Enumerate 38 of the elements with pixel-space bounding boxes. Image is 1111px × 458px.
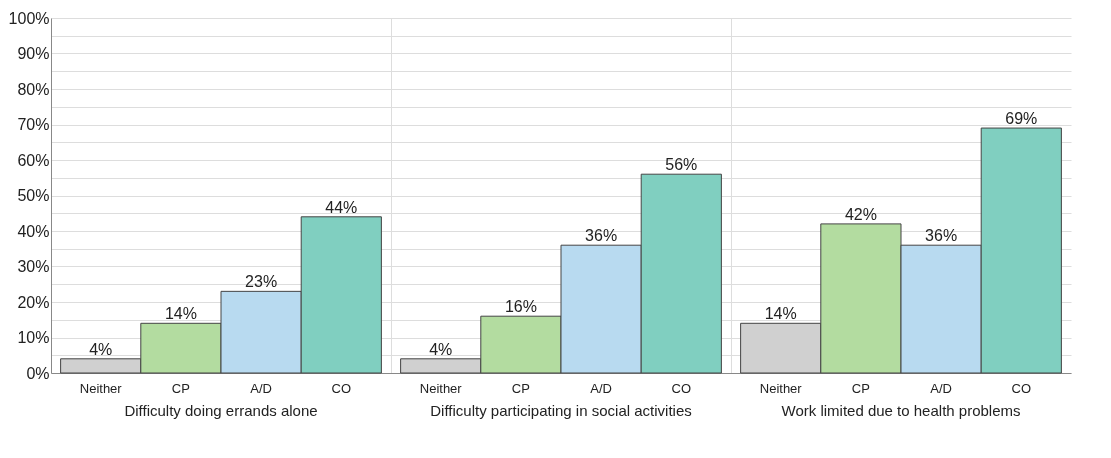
y-tick-label: 30% [17, 258, 50, 275]
text: Neither [419, 381, 462, 396]
y-tick-label: 70% [17, 116, 50, 133]
data-label: 36% [925, 227, 958, 245]
data-label: 14% [164, 305, 197, 323]
data-label: 14% [764, 305, 797, 323]
text: A/D [930, 381, 952, 396]
x-tick-label: Difficulty participating in social activities [430, 401, 692, 419]
series-label: CO [331, 381, 352, 396]
data-label: 36% [585, 227, 618, 245]
text: CO [671, 381, 692, 396]
x-tick-label: Difficulty doing errands alone [124, 401, 318, 419]
text: CO [1011, 381, 1032, 396]
series-label: Neither [79, 381, 123, 396]
x-tick-label: Work limited due to health problems [781, 401, 1021, 419]
y-tick-label: 0% [26, 364, 50, 382]
series-label: A/D [250, 381, 272, 396]
text: Neither [759, 381, 802, 396]
y-tick-label: 20% [17, 293, 50, 311]
data-label: 23% [245, 273, 278, 291]
data-label: 16% [504, 298, 537, 316]
y-tick-label: 90% [17, 45, 50, 62]
data-label: 44% [325, 198, 358, 216]
data-label: 42% [844, 205, 877, 223]
y-tick-label: 50% [17, 187, 50, 204]
series-label: CP [171, 381, 190, 396]
data-label: 4% [429, 340, 453, 358]
text: CP [851, 381, 870, 396]
data-label: 4% [89, 340, 113, 358]
y-tick-label: 100% [8, 9, 50, 27]
y-tick-label: 10% [17, 329, 50, 346]
data-label: 69% [1005, 110, 1038, 128]
text: CP [511, 381, 530, 396]
text: A/D [590, 381, 612, 396]
y-tick-label: 80% [17, 80, 50, 98]
data-label: 56% [665, 156, 698, 174]
y-tick-label: 60% [17, 151, 50, 169]
y-tick-label: 40% [17, 222, 50, 240]
